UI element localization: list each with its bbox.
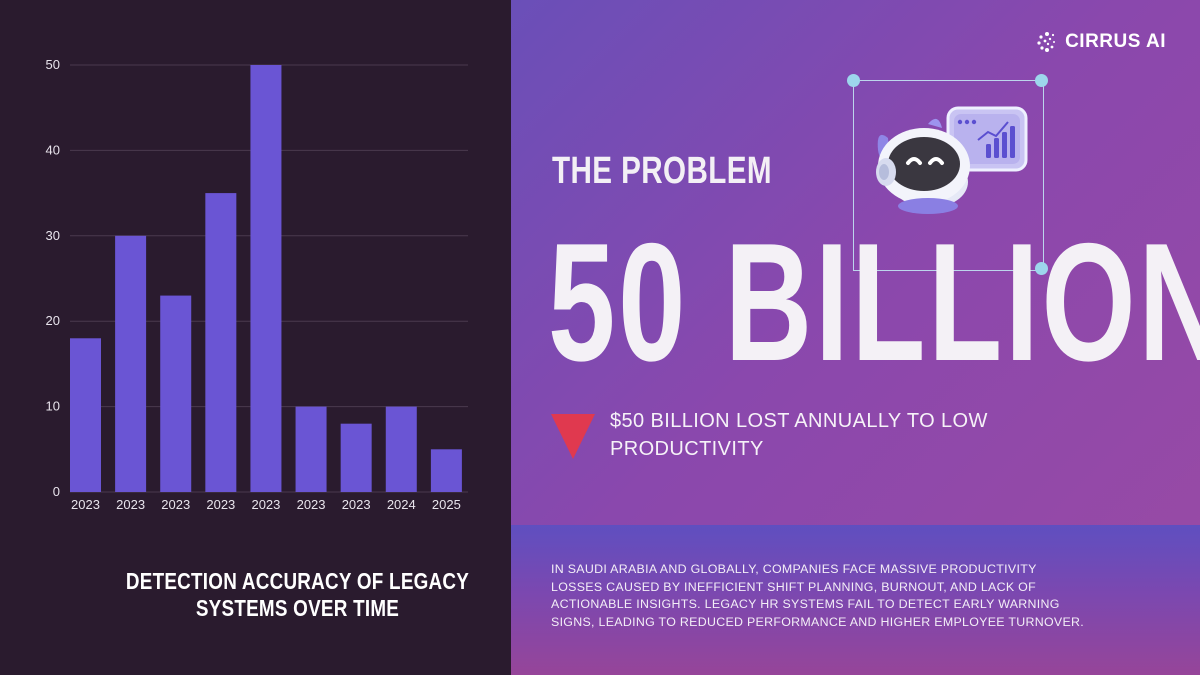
chart-title: DETECTION ACCURACY OF LEGACY SYSTEMS OVE…	[125, 568, 470, 621]
x-tick-label: 2023	[71, 497, 100, 512]
bar	[70, 338, 101, 492]
bar	[250, 65, 282, 492]
bar	[115, 235, 147, 493]
x-tick-label: 2023	[161, 497, 190, 512]
brand-name: CIRRUS AI	[1065, 31, 1166, 52]
x-tick-label: 2023	[251, 497, 280, 512]
selection-frame	[853, 80, 1044, 271]
x-tick-label: 2023	[342, 497, 371, 512]
bar	[340, 423, 372, 492]
frame-handle	[1035, 262, 1048, 275]
loss-statement: $50 BILLION LOST ANNUALLY TO LOW PRODUCT…	[610, 410, 988, 460]
x-tick-label: 2023	[206, 497, 235, 512]
x-tick-label: 2023	[116, 497, 145, 512]
y-tick-label: 50	[46, 57, 60, 72]
bar	[205, 193, 237, 492]
section-eyebrow: THE PROBLEM	[552, 150, 773, 192]
brand-logo: CIRRUS AI	[1035, 30, 1166, 54]
y-tick-label: 30	[46, 228, 60, 243]
bar	[295, 406, 327, 492]
x-tick-label: 2024	[387, 497, 416, 512]
problem-description: IN SAUDI ARABIA AND GLOBALLY, COMPANIES …	[551, 562, 1085, 629]
y-tick-label: 20	[46, 313, 60, 328]
down-triangle-icon	[551, 414, 595, 459]
frame-handle	[1035, 74, 1048, 87]
frame-handle	[847, 74, 860, 87]
y-tick-label: 10	[46, 399, 60, 414]
bar	[430, 449, 462, 492]
headline-figure: 50 BILLION	[548, 208, 1200, 396]
chart-panel: 0 10 20 30 40 50 2023 2023 2023 2023 2023 2023 2023 2…	[0, 0, 511, 675]
x-tick-label: 2025	[432, 497, 461, 512]
x-tick-label: 2023	[297, 497, 326, 512]
y-tick-label: 40	[46, 142, 60, 157]
bar	[160, 295, 192, 492]
problem-panel	[511, 0, 1200, 675]
robot-icon	[876, 106, 1028, 214]
y-tick-label: 0	[53, 484, 60, 499]
bar-chart: 0 10 20 30 40 50 2023 2023 2023 2023 2023 2023 2023 2…	[46, 57, 468, 512]
cirrus-logo-icon	[1037, 32, 1056, 52]
bar	[385, 406, 417, 492]
